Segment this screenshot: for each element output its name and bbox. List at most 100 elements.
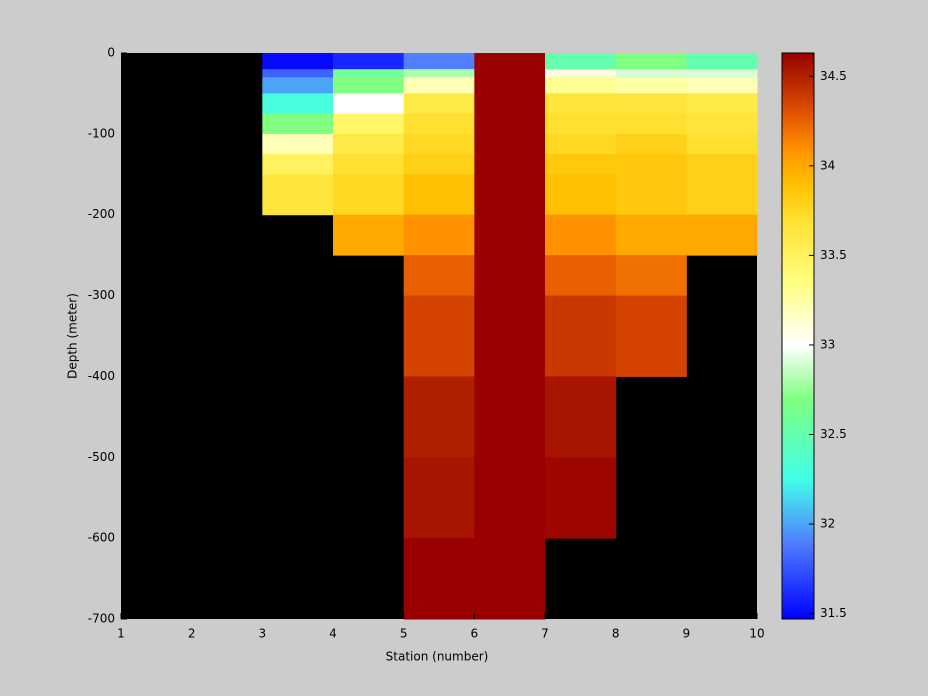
x-tick-label: 7	[541, 627, 549, 641]
heatmap-cell	[262, 113, 334, 135]
heatmap-cell	[262, 174, 334, 216]
heatmap-cell	[333, 174, 405, 216]
x-axis-label: Station (number)	[386, 650, 489, 664]
y-tick-label: 0	[107, 46, 115, 60]
heatmap-cell	[262, 93, 334, 115]
heatmap-cell	[545, 69, 617, 78]
y-tick-label: -600	[88, 531, 115, 545]
y-tick-label: -300	[88, 288, 115, 302]
x-tick-label: 5	[400, 627, 408, 641]
x-tick-label: 9	[683, 627, 691, 641]
heatmap-cell	[615, 154, 687, 175]
heatmap-cell	[262, 69, 334, 78]
heatmap-cell	[403, 93, 475, 115]
x-tick-label: 1	[117, 627, 125, 641]
heatmap-cell	[545, 133, 617, 155]
heatmap-cell	[615, 113, 687, 135]
heatmap-cell	[474, 69, 546, 78]
heatmap-cell	[333, 69, 405, 78]
heatmap-cell	[615, 295, 687, 377]
heatmap-cell	[333, 93, 405, 115]
heatmap-cell	[333, 133, 405, 155]
heatmap-cell	[262, 154, 334, 175]
heatmap-cell	[403, 154, 475, 175]
heatmap-cell	[615, 255, 687, 297]
heatmap-cell	[686, 133, 758, 155]
heatmap-cell	[262, 77, 334, 94]
heatmap-cell	[474, 214, 546, 256]
x-tick-label: 6	[471, 627, 479, 641]
heatmap-cell	[615, 77, 687, 94]
heatmap-cell	[474, 93, 546, 115]
heatmap-cell	[262, 53, 334, 70]
colorbar-tick-label: 32.5	[820, 427, 847, 441]
heatmap-cell	[474, 174, 546, 216]
heatmap-cell	[545, 457, 617, 539]
colorbar-tick-label: 34.5	[820, 69, 847, 83]
heatmap-cell	[333, 53, 405, 70]
heatmap-cell	[686, 154, 758, 175]
colorbar-tick-label: 34	[820, 158, 835, 172]
heatmap-cell	[403, 69, 475, 78]
heatmap-cell	[545, 93, 617, 115]
heatmap-cell	[615, 53, 687, 70]
heatmap-cell	[686, 214, 758, 256]
heatmap-cell	[686, 174, 758, 216]
heatmap-cell	[686, 93, 758, 115]
colorbar-tick-label: 32	[820, 517, 835, 531]
y-tick-label: -100	[88, 126, 115, 140]
heatmap-cell	[474, 376, 546, 458]
heatmap-cell	[403, 133, 475, 155]
x-tick-label: 3	[259, 627, 267, 641]
heatmap-cell	[403, 376, 475, 458]
heatmap-cell	[474, 133, 546, 155]
heatmap-cell	[403, 113, 475, 135]
heatmap-cell	[333, 77, 405, 94]
y-tick-label: -700	[88, 612, 115, 626]
heatmap-cell	[474, 53, 546, 70]
heatmap-cell	[403, 295, 475, 377]
heatmap-cell	[686, 77, 758, 94]
heatmap-cell	[615, 93, 687, 115]
heatmap-cell	[333, 154, 405, 175]
x-tick-label: 10	[749, 627, 764, 641]
colorbar-tick-label: 31.5	[820, 606, 847, 620]
heatmap-cell	[545, 295, 617, 377]
heatmap-cell	[403, 174, 475, 216]
colorbar-tick-label: 33	[820, 337, 835, 351]
heatmap-cell	[403, 457, 475, 539]
heatmap-cell	[615, 174, 687, 216]
x-tick-label: 8	[612, 627, 620, 641]
heatmap-cell	[545, 214, 617, 256]
heatmap-cell	[403, 538, 475, 620]
heatmap-cell	[545, 113, 617, 135]
heatmap-cell	[545, 154, 617, 175]
heatmap-cell	[403, 77, 475, 94]
heatmap-cell	[403, 214, 475, 256]
heatmap-cell	[615, 133, 687, 155]
x-tick-label: 4	[329, 627, 337, 641]
y-tick-label: -400	[88, 369, 115, 383]
heatmap-cell	[403, 255, 475, 297]
heatmap-cell	[474, 154, 546, 175]
heatmap-cell	[686, 113, 758, 135]
heatmap-cell	[615, 69, 687, 78]
heatmap-cell	[686, 53, 758, 70]
heatmap-cell	[545, 53, 617, 70]
heatmap-cell	[474, 295, 546, 377]
heatmap-cell	[615, 214, 687, 256]
x-tick-label: 2	[188, 627, 196, 641]
heatmap-cell	[686, 69, 758, 78]
y-tick-label: -500	[88, 450, 115, 464]
heatmap-cell	[474, 538, 546, 620]
colorbar-tick-label: 33.5	[820, 248, 847, 262]
heatmap-cell	[403, 53, 475, 70]
y-axis-label: Depth (meter)	[66, 293, 80, 379]
heatmap-cell	[474, 113, 546, 135]
heatmap-cell	[545, 376, 617, 458]
colorbar	[781, 52, 815, 620]
heatmap-cell	[333, 214, 405, 256]
heatmap-cell	[545, 255, 617, 297]
heatmap-cell	[545, 77, 617, 94]
